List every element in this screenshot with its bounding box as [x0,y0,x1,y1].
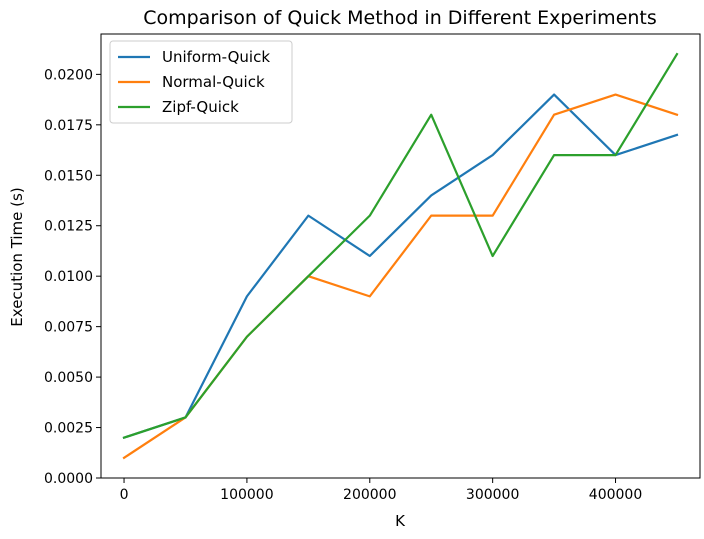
legend-box [109,40,293,124]
plot-area: 0 100000 200000 300000 400000 0.0000 0.0025 0.0… [44,33,701,503]
legend-label: Uniform-Quick [162,48,270,66]
x-tick-label: 0 [120,487,129,503]
legend-label: Normal-Quick [162,73,265,91]
series-line-normal-quick [122,93,679,460]
y-tick-label: 0.0000 [44,471,93,487]
y-tick-label: 0.0200 [44,67,93,83]
x-axis-label: K [395,512,406,530]
x-tick-label: 300000 [466,487,519,503]
x-tick-label: 100000 [220,487,273,503]
y-axis-label: Execution Time (s) [8,187,26,326]
y-tick-label: 0.0025 [44,421,93,437]
y-tick-label: 0.0050 [44,370,93,386]
y-tick-label: 0.0175 [44,118,93,134]
x-tick-label: 200000 [343,487,396,503]
y-tick-label: 0.0075 [44,320,93,336]
y-tick-label: 0.0150 [44,168,93,184]
legend-label: Zipf-Quick [162,98,239,116]
chart-title: Comparison of Quick Method in Different … [143,7,657,29]
axes-frame [100,33,701,479]
series-line-zipf-quick [122,52,679,440]
series-line-uniform-quick [122,93,679,440]
y-tick-label: 0.0100 [44,269,93,285]
legend: Uniform-Quick Normal-Quick Zipf-Quick [109,40,293,124]
x-tick-label: 400000 [589,487,642,503]
y-tick-label: 0.0125 [44,219,93,235]
